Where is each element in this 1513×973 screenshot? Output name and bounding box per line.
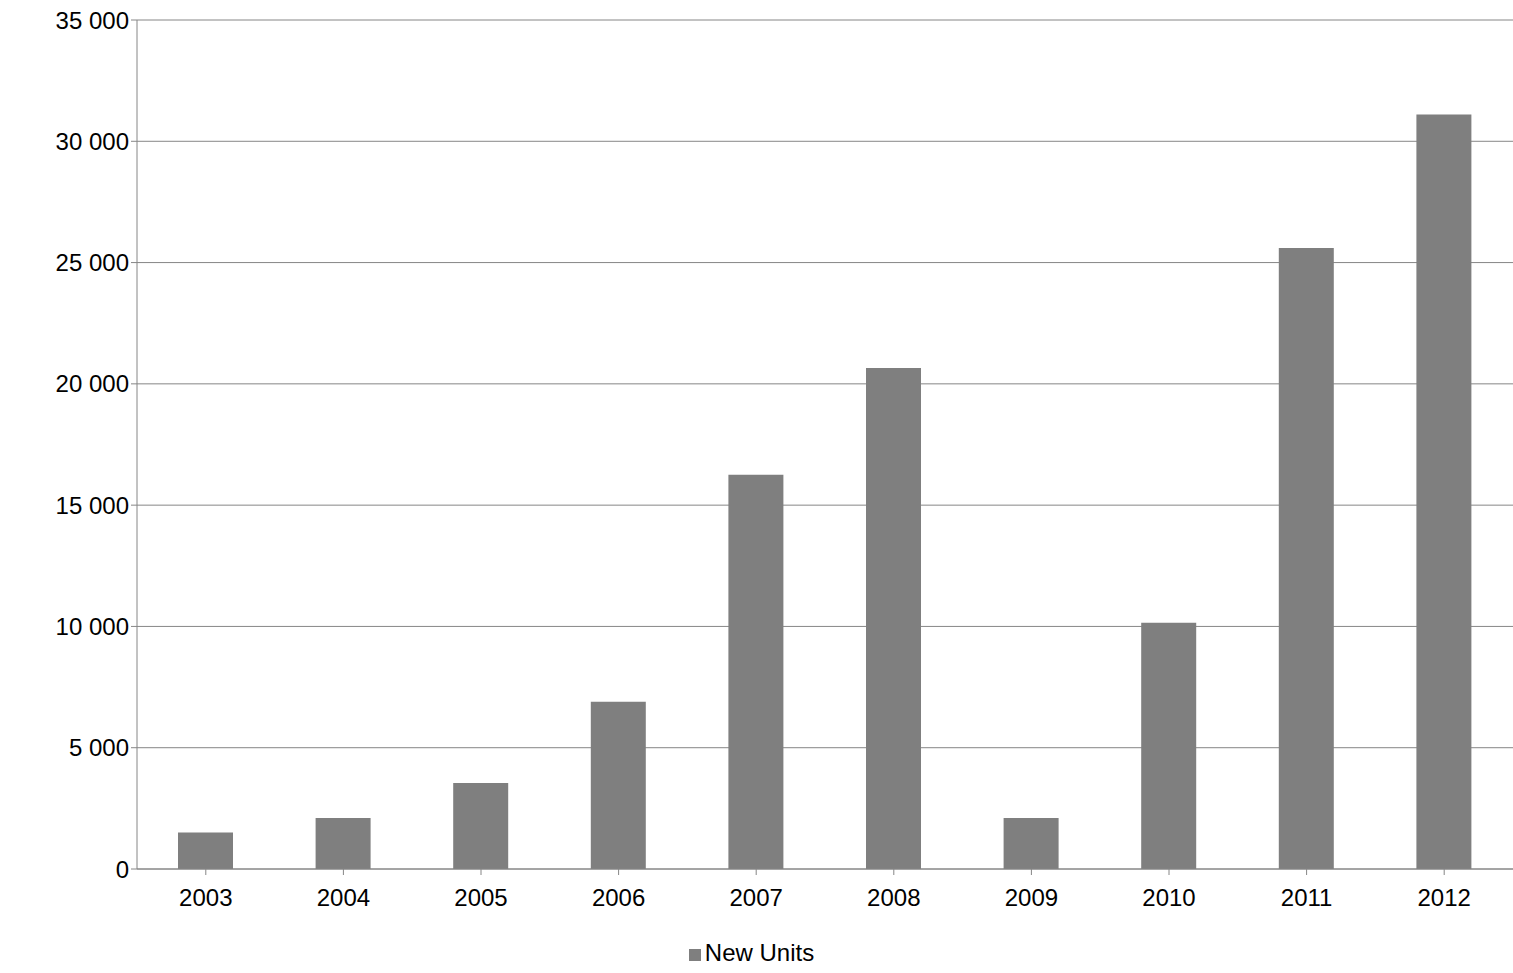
svg-text:5 000: 5 000 — [69, 734, 129, 761]
html-text:New Units: New Units — [704, 939, 815, 966]
svg-text:2010: 2010 — [1142, 884, 1195, 911]
svg-text:2006: 2006 — [592, 884, 645, 911]
svg-text:2004: 2004 — [317, 884, 370, 911]
svg-text:25 000: 25 000 — [56, 249, 129, 276]
svg-text:2011: 2011 — [1281, 884, 1333, 911]
svg-text:0: 0 — [116, 856, 129, 883]
svg-text:2009: 2009 — [1005, 884, 1058, 911]
svg-text:20 000: 20 000 — [56, 370, 129, 397]
svg-text:10 000: 10 000 — [56, 613, 129, 640]
svg-text:2005: 2005 — [454, 884, 507, 911]
svg-text:2008: 2008 — [867, 884, 920, 911]
svg-text:2012: 2012 — [1418, 884, 1471, 911]
svg-text:2007: 2007 — [730, 884, 783, 911]
svg-text:30 000: 30 000 — [56, 128, 129, 155]
svg-text:35 000: 35 000 — [56, 7, 129, 34]
svg-text:2003: 2003 — [179, 884, 232, 911]
svg-text:15 000: 15 000 — [56, 492, 129, 519]
